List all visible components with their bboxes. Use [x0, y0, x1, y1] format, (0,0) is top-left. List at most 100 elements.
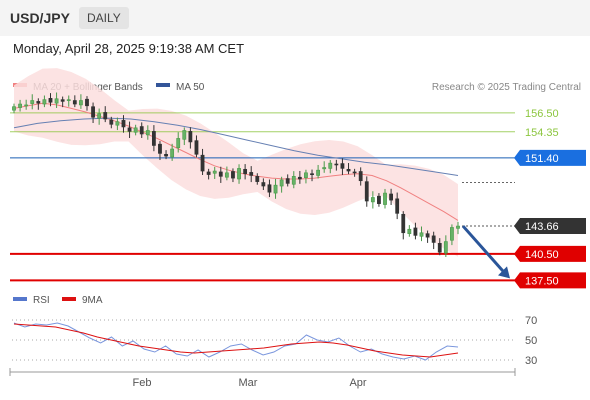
candle-up [79, 100, 83, 106]
candle-down [297, 176, 302, 180]
candle-up [407, 228, 412, 234]
x-tick-label: Apr [349, 377, 366, 389]
x-tick-label: Feb [133, 377, 152, 389]
candle-down [36, 101, 41, 104]
price-tags: 156.50 154.35 151.40 143.66 140.50 137.50 [514, 108, 586, 289]
rsi-tick-label: 50 [525, 335, 537, 347]
candle-down [310, 173, 314, 175]
ma50-line [13, 117, 459, 176]
candle-down [267, 184, 272, 193]
candle-down [151, 131, 156, 146]
moving-averages [13, 102, 459, 221]
candle-up [328, 162, 333, 169]
price-tag-label: 151.40 [525, 153, 559, 165]
candle-down [164, 153, 168, 157]
candle-down [218, 171, 223, 177]
candle-up [54, 98, 59, 104]
price-tag-label: 143.66 [525, 221, 559, 233]
chart-header: USD/JPY DAILY [0, 0, 590, 36]
legend-label: MA 50 [176, 82, 205, 93]
timestamp: Monday, April 28, 2025 9:19:38 AM CET [13, 41, 245, 56]
candle-down [437, 243, 442, 253]
candle-down [188, 131, 193, 143]
candle-down [431, 235, 436, 243]
candle-up [419, 232, 424, 237]
price-tag-bg [514, 149, 586, 166]
candle-up [133, 127, 138, 133]
rsi-legend-label: 9MA [82, 295, 103, 306]
candle-up [24, 104, 29, 107]
candle-up [97, 113, 102, 119]
candle-up [383, 192, 387, 205]
candle-down [243, 168, 248, 174]
candle-down [389, 193, 393, 201]
candle-up [316, 169, 321, 176]
rsi-tick-label: 70 [525, 315, 537, 327]
ma20-line [13, 102, 459, 221]
price-levels [10, 112, 515, 282]
candle-down [158, 143, 162, 154]
candle-down [60, 99, 65, 102]
candle-up [237, 168, 241, 180]
candle-up [145, 130, 150, 136]
rsi-ma9-line [13, 323, 459, 358]
candle-down [85, 98, 89, 107]
candle-up [176, 138, 181, 148]
candle-down [121, 120, 126, 128]
x-tick-label: Mar [239, 377, 258, 389]
credit-text: Research © 2025 Trading Central [432, 82, 581, 93]
candle-up [42, 99, 47, 105]
price-tag-bg [514, 218, 586, 235]
bollinger-band [14, 68, 458, 257]
price-tag-bg [514, 245, 586, 262]
candlesticks [12, 92, 460, 258]
candle-up [18, 103, 22, 108]
candle-down [91, 106, 95, 118]
price-tag-label: 137.50 [525, 275, 559, 287]
candle-up [456, 225, 460, 229]
candle-down [194, 140, 199, 155]
candle-up [370, 197, 375, 203]
candle-up [212, 170, 217, 174]
rsi-tick-label: 30 [525, 355, 537, 367]
candle-down [127, 127, 132, 132]
bollinger-band-fill [14, 68, 458, 257]
symbol-title: USD/JPY [10, 10, 70, 26]
arrow-head [498, 266, 510, 279]
rsi-legend-swatch [62, 297, 76, 301]
candle-up [66, 99, 71, 101]
candle-up [279, 179, 284, 187]
candle-down [346, 168, 351, 172]
candle-down [72, 100, 77, 105]
price-tag-bg [514, 272, 586, 289]
candle-down [103, 112, 108, 120]
candle-down [206, 171, 211, 175]
candle-down [334, 163, 339, 166]
candle-up [170, 148, 175, 158]
candle-down [340, 163, 345, 169]
candle-up [304, 172, 308, 178]
candle-down [109, 119, 114, 125]
arrow-shaft [461, 225, 507, 275]
timeframe-badge[interactable]: DAILY [79, 7, 129, 29]
candle-up [443, 241, 448, 254]
legend-swatch [156, 83, 170, 87]
candle-down [249, 172, 254, 176]
candle-up [224, 172, 229, 178]
candle-down [395, 198, 400, 214]
candle-down [261, 182, 266, 187]
rsi-panel: RSI 9MA 70 50 30 [12, 295, 537, 367]
candle-down [48, 98, 53, 103]
price-tag-label: 154.35 [525, 127, 559, 139]
candle-up [115, 121, 120, 126]
price-tag-label: 156.50 [525, 108, 559, 120]
forecast-arrow [461, 225, 510, 279]
candle-up [30, 100, 35, 104]
candle-up [273, 184, 278, 194]
candle-down [231, 171, 235, 179]
candle-down [255, 176, 260, 182]
rsi-line [13, 322, 459, 361]
candle-up [322, 167, 327, 170]
x-axis: Feb Mar Apr [9, 368, 516, 389]
